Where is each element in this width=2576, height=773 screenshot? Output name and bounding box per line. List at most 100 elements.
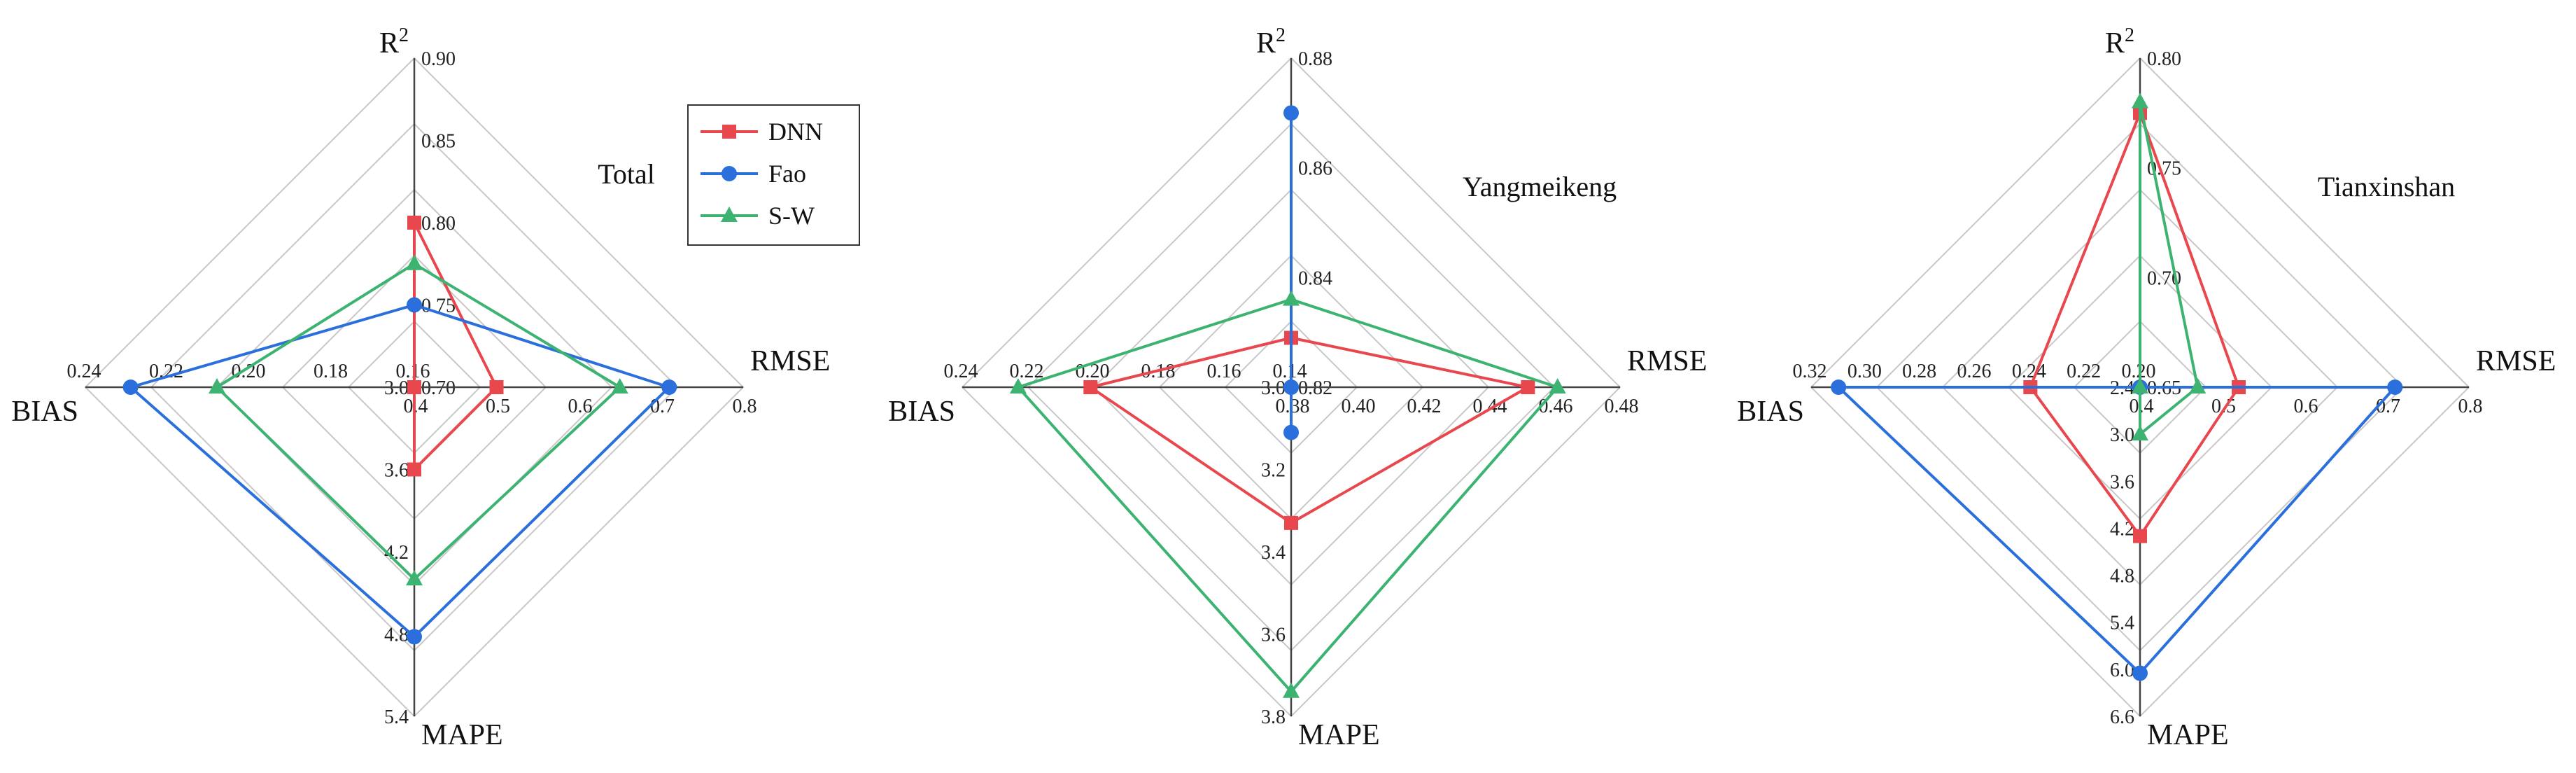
data-point-dnn: [1284, 515, 1298, 530]
data-point-dnn: [407, 216, 421, 230]
data-point-fao: [2132, 665, 2148, 681]
tick-label-mape: 3.0: [2110, 424, 2134, 446]
tick-label-mape: 3.6: [384, 460, 409, 482]
legend-label: Fao: [768, 160, 806, 188]
data-point-fao: [1283, 424, 1299, 440]
data-point-fao: [407, 629, 422, 645]
tick-label-bias: 0.28: [1902, 361, 1936, 382]
axis-name-bias: BIAS: [888, 396, 955, 428]
data-point-fao: [122, 379, 139, 395]
data-point-s-w: [406, 254, 423, 270]
series-s-w: [2132, 92, 2207, 441]
tick-label-bias: 0.24: [67, 361, 101, 382]
data-point-fao: [2387, 379, 2403, 395]
data-point-dnn: [1083, 380, 1098, 394]
axis-name-bias: BIAS: [11, 396, 78, 428]
tick-label-bias: 0.22: [1010, 361, 1044, 382]
data-point-s-w: [1283, 290, 1300, 306]
tick-label-rmse: 0.6: [2294, 396, 2318, 417]
tick-label-bias: 0.20: [232, 361, 266, 382]
tick-label-mape: 3.0: [1261, 377, 1286, 399]
tick-label-r: 0.88: [1298, 48, 1332, 70]
tick-label-bias: 0.22: [2067, 361, 2101, 382]
axis-name-mape: MAPE: [421, 719, 503, 751]
axis-name-mape: MAPE: [2147, 719, 2229, 751]
tick-label-mape: 3.2: [1261, 460, 1286, 482]
tick-label-r: 0.70: [421, 377, 456, 399]
legend-marker-triangle: [721, 207, 738, 222]
axis-name-r: R2: [1256, 25, 1286, 60]
series-s-w: [1009, 290, 1566, 698]
tick-label-bias: 0.18: [314, 361, 348, 382]
data-point-s-w: [406, 570, 423, 586]
data-point-dnn: [407, 380, 421, 394]
series-dnn: [2023, 106, 2246, 543]
data-point-s-w: [1283, 682, 1300, 698]
chart-label: Yangmeikeng: [1463, 171, 1617, 202]
tick-label-r: 0.82: [1298, 377, 1332, 399]
data-point-fao: [1831, 379, 1847, 395]
tick-label-rmse: 0.7: [2376, 396, 2400, 417]
tick-label-mape: 3.4: [1261, 542, 1286, 564]
series-fao: [122, 297, 677, 645]
tick-label-r: 0.90: [421, 48, 456, 70]
chart-label: Tianxinshan: [2318, 171, 2455, 202]
tick-label-r: 0.80: [421, 213, 456, 235]
tick-label-rmse: 0.40: [1342, 396, 1376, 417]
data-point-dnn: [407, 462, 421, 477]
axis-name-rmse: RMSE: [2476, 345, 2556, 377]
data-point-dnn: [2133, 529, 2147, 543]
series-line-s-w: [1016, 298, 1559, 693]
chart-label: Total: [598, 158, 655, 190]
legend-label: S-W: [768, 202, 815, 230]
legend-marker-square: [722, 125, 736, 139]
data-point-s-w: [1549, 378, 1566, 394]
tick-label-mape: 3.6: [2110, 471, 2134, 493]
axis-name-mape: MAPE: [1298, 719, 1380, 751]
tick-label-rmse: 0.48: [1605, 396, 1639, 417]
tick-label-r: 0.80: [2147, 48, 2181, 70]
legend-item-dnn: DNN: [701, 118, 823, 146]
data-point-s-w: [2189, 378, 2207, 394]
tick-label-rmse: 0.8: [733, 396, 757, 417]
axis-name-rmse: RMSE: [1627, 345, 1707, 377]
data-point-s-w: [2132, 92, 2148, 109]
tick-label-bias: 0.32: [1793, 361, 1827, 382]
tick-label-rmse: 0.44: [1473, 396, 1507, 417]
data-point-fao: [407, 297, 422, 313]
tick-label-mape: 4.8: [2110, 566, 2134, 587]
data-point-fao: [661, 379, 677, 395]
series-dnn: [407, 216, 504, 477]
tick-label-bias: 0.30: [1847, 361, 1882, 382]
legend: DNN Fao S-W: [687, 104, 860, 246]
tick-label-rmse: 0.7: [650, 396, 675, 417]
axis-name-r: R2: [379, 25, 409, 60]
tick-label-rmse: 0.8: [2458, 396, 2483, 417]
data-point-dnn: [1521, 380, 1535, 394]
legend-item-fao: Fao: [701, 160, 806, 188]
data-point-s-w: [1009, 378, 1027, 394]
tick-label-rmse: 0.6: [568, 396, 593, 417]
tick-label-mape: 3.6: [1261, 625, 1286, 646]
tick-label-bias: 0.26: [1957, 361, 1992, 382]
tick-label-mape: 6.6: [2110, 706, 2134, 728]
axis-name-r: R2: [2105, 25, 2134, 60]
tick-label-rmse: 0.42: [1407, 396, 1442, 417]
tick-label-r: 0.84: [1298, 267, 1332, 289]
data-point-s-w: [2132, 425, 2148, 441]
tick-label-rmse: 0.46: [1539, 396, 1573, 417]
tick-label-r: 0.86: [1298, 158, 1332, 180]
data-point-s-w: [611, 378, 628, 394]
data-point-s-w: [209, 378, 225, 394]
legend-item-s-w: S-W: [701, 202, 815, 230]
axis-name-rmse: RMSE: [750, 345, 830, 377]
tick-label-mape: 5.4: [384, 706, 409, 728]
axis-name-bias: BIAS: [1737, 396, 1804, 428]
data-point-dnn: [489, 380, 504, 394]
data-point-fao: [1283, 379, 1299, 395]
tick-label-bias: 0.24: [944, 361, 978, 382]
series-fao: [1283, 105, 1299, 440]
